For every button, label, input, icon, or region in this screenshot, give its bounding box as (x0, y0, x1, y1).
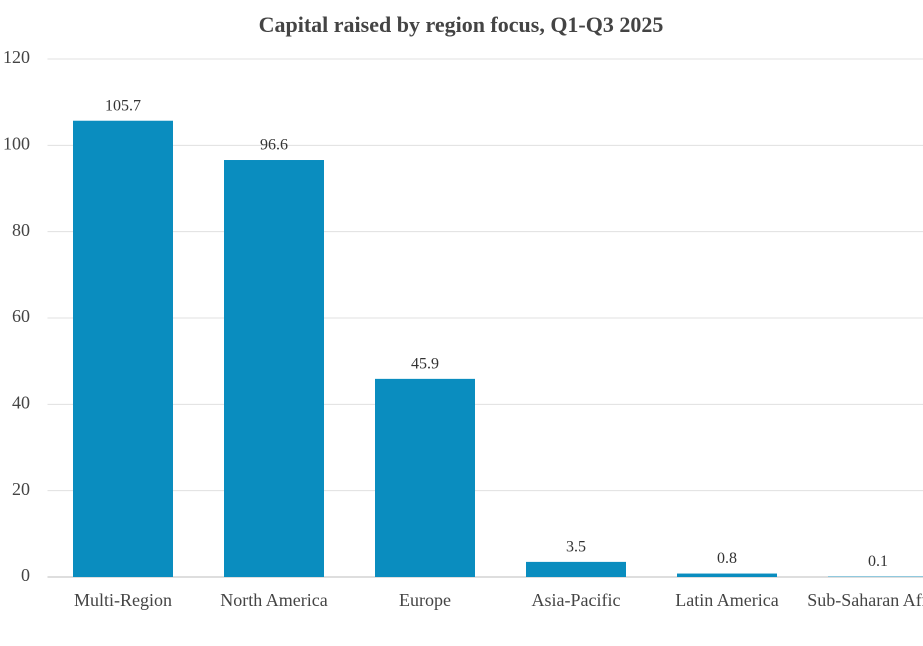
value-label: 0.8 (717, 550, 737, 567)
bar (375, 378, 475, 577)
value-label: 96.6 (260, 137, 288, 154)
y-tick-label: 60 (12, 306, 30, 326)
bar (526, 561, 626, 577)
x-tick-label: Latin America (675, 590, 778, 610)
value-label: 45.9 (411, 356, 439, 373)
x-tick-label: Europe (399, 590, 451, 610)
y-tick-label: 40 (12, 392, 30, 412)
value-label: 0.1 (868, 553, 888, 570)
x-tick-label: Sub-Saharan Africa (807, 590, 923, 610)
bar (73, 120, 173, 577)
x-tick-label: Asia-Pacific (532, 590, 621, 610)
y-tick-label: 100 (3, 133, 30, 153)
y-tick-label: 120 (3, 47, 30, 67)
bar (677, 573, 777, 577)
y-tick-label: 80 (12, 220, 30, 240)
y-tick-label: 20 (12, 479, 30, 499)
y-tick-label: 0 (21, 565, 30, 585)
bar (224, 160, 324, 577)
value-label: 105.7 (105, 97, 141, 114)
value-label: 3.5 (566, 539, 586, 556)
x-tick-label: North America (220, 590, 327, 610)
chart-title: Capital raised by region focus, Q1-Q3 20… (259, 12, 664, 37)
x-tick-label: Multi-Region (74, 590, 172, 610)
